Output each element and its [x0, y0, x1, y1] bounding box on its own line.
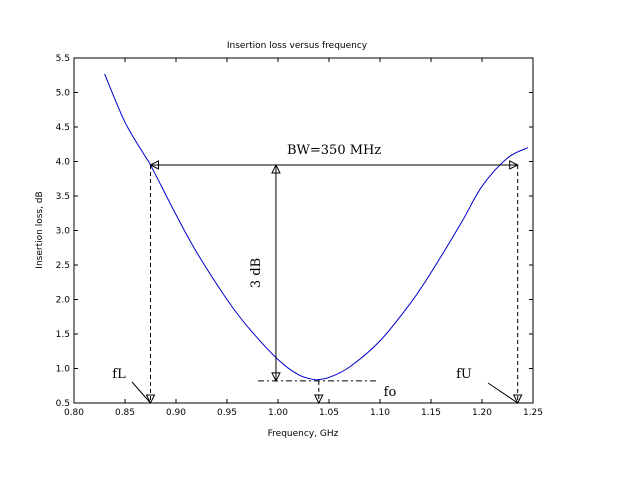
three-db-arrow-head-up: [271, 163, 281, 174]
x-tick-label: 0.85: [115, 408, 135, 418]
x-tick-label: 1.25: [523, 408, 543, 418]
x-tick-label: 0.95: [217, 408, 237, 418]
f-high-pointer: [487, 382, 518, 404]
y-tick-label: 5.5: [56, 54, 70, 64]
x-tick-label: 0.90: [166, 408, 186, 418]
x-tick-label: 0.80: [64, 408, 84, 418]
bandwidth-arrow-head-left: [149, 160, 159, 170]
f-center-label: fo: [384, 385, 397, 400]
annotation-layer: BW=350 MHz 3 dB fL fU fo: [112, 143, 523, 405]
f-high-arrow-head: [512, 394, 523, 405]
f-low-label: fL: [112, 367, 126, 382]
y-tick-label: 0.5: [56, 399, 70, 409]
x-axis: 0.80 0.85 0.90 0.95 1.00 1.05 1.10 1.15 1.20 1.25: [64, 58, 543, 418]
x-tick-label: 1.15: [421, 408, 441, 418]
x-tick-label: 1.05: [319, 408, 339, 418]
x-tick-label: 1.10: [370, 408, 390, 418]
y-axis-label: Insertion loss, dB: [35, 191, 45, 268]
bandwidth-label: BW=350 MHz: [287, 143, 381, 158]
x-tick-label: 1.20: [472, 408, 492, 418]
y-tick-label: 2.5: [56, 261, 70, 271]
bandwidth-arrow-head-right: [509, 160, 519, 170]
y-tick-label: 4.0: [56, 158, 71, 168]
f-low-pointer: [131, 381, 151, 404]
plot-frame: [73, 57, 534, 404]
y-tick-label: 1.0: [56, 365, 71, 375]
y-tick-label: 1.5: [56, 330, 70, 340]
three-db-arrow-head-down: [271, 372, 281, 383]
f-center-arrow-head: [313, 394, 324, 405]
y-tick-label: 3.5: [56, 192, 70, 202]
three-db-label: 3 dB: [249, 258, 264, 288]
f-low-arrow-head: [145, 394, 156, 405]
x-tick-label: 1.00: [268, 408, 288, 418]
y-tick-label: 4.5: [56, 123, 70, 133]
series-layer: [104, 73, 529, 381]
y-axis: 0.5 1.0 1.5 2.0 2.5 3.0 3.5 4.0 4.5 5.0 5.5: [56, 54, 533, 409]
y-tick-label: 2.0: [56, 296, 71, 306]
chart-title: Insertion loss versus frequency: [227, 41, 368, 51]
y-tick-label: 3.0: [56, 227, 71, 237]
y-tick-label: 5.0: [56, 89, 71, 99]
x-axis-label: Frequency, GHz: [268, 429, 339, 439]
insertion-loss-curve: [104, 73, 529, 381]
f-high-label: fU: [456, 367, 472, 382]
